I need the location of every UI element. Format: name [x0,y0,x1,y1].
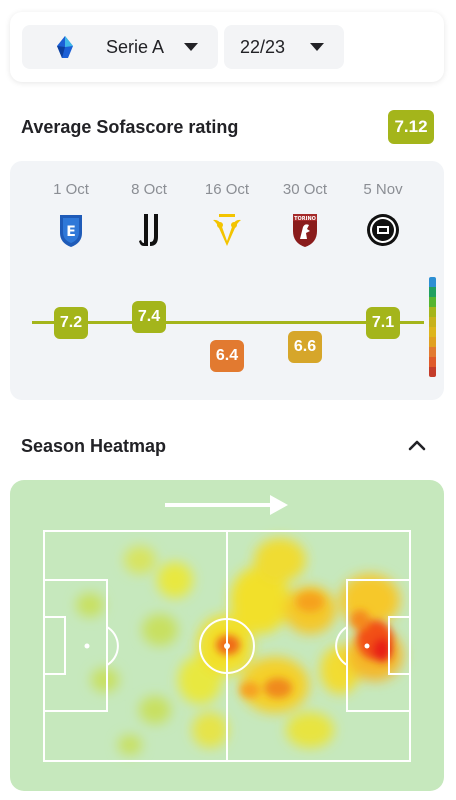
serie-a-logo-icon [57,36,73,58]
match-date: 1 Oct [53,181,89,198]
juventus-logo-icon[interactable] [131,211,167,249]
season-select-label: 22/23 [240,36,286,57]
chevron-up-icon[interactable] [404,432,430,458]
rating-section-title: Average Sofascore rating [21,117,239,137]
heatmap-pitch [43,495,411,762]
season-heatmap [10,480,444,791]
match-date: 8 Oct [131,181,167,198]
match-date: 5 Nov [363,181,403,198]
spezia-logo-icon[interactable] [365,211,401,249]
filter-bar: Serie A 22/23 [10,12,444,82]
chevron-down-icon [184,43,198,51]
verona-logo-icon[interactable] [209,211,245,249]
average-rating-badge: 7.12 [388,110,434,144]
heatmap-hot-layer [216,592,393,698]
chevron-down-icon [310,43,324,51]
match-rating-badge[interactable]: 7.2 [54,307,88,339]
match-date: 30 Oct [282,181,328,198]
match-rating-badge[interactable]: 6.4 [210,340,244,372]
torino-logo-icon[interactable]: TORINO [287,211,323,249]
league-select-label: Serie A [106,36,165,57]
svg-text:TORINO: TORINO [294,216,316,222]
svg-text:E: E [66,224,76,240]
league-select[interactable]: Serie A [22,25,218,69]
average-rating-line [32,321,424,324]
empoli-logo-icon[interactable]: E [53,211,89,249]
match-rating-badge[interactable]: 6.6 [288,331,322,363]
match-rating-badge[interactable]: 7.4 [132,301,166,333]
rating-chart-card: 1 Oct 8 Oct 16 Oct 30 Oct 5 Nov E TORINO… [10,161,444,400]
match-date: 16 Oct [204,181,250,198]
rating-color-scale [429,277,436,377]
season-select[interactable]: 22/23 [224,25,344,69]
heatmap-section-title: Season Heatmap [21,436,167,456]
arrow-right-icon [165,495,288,515]
match-rating-badge[interactable]: 7.1 [366,307,400,339]
